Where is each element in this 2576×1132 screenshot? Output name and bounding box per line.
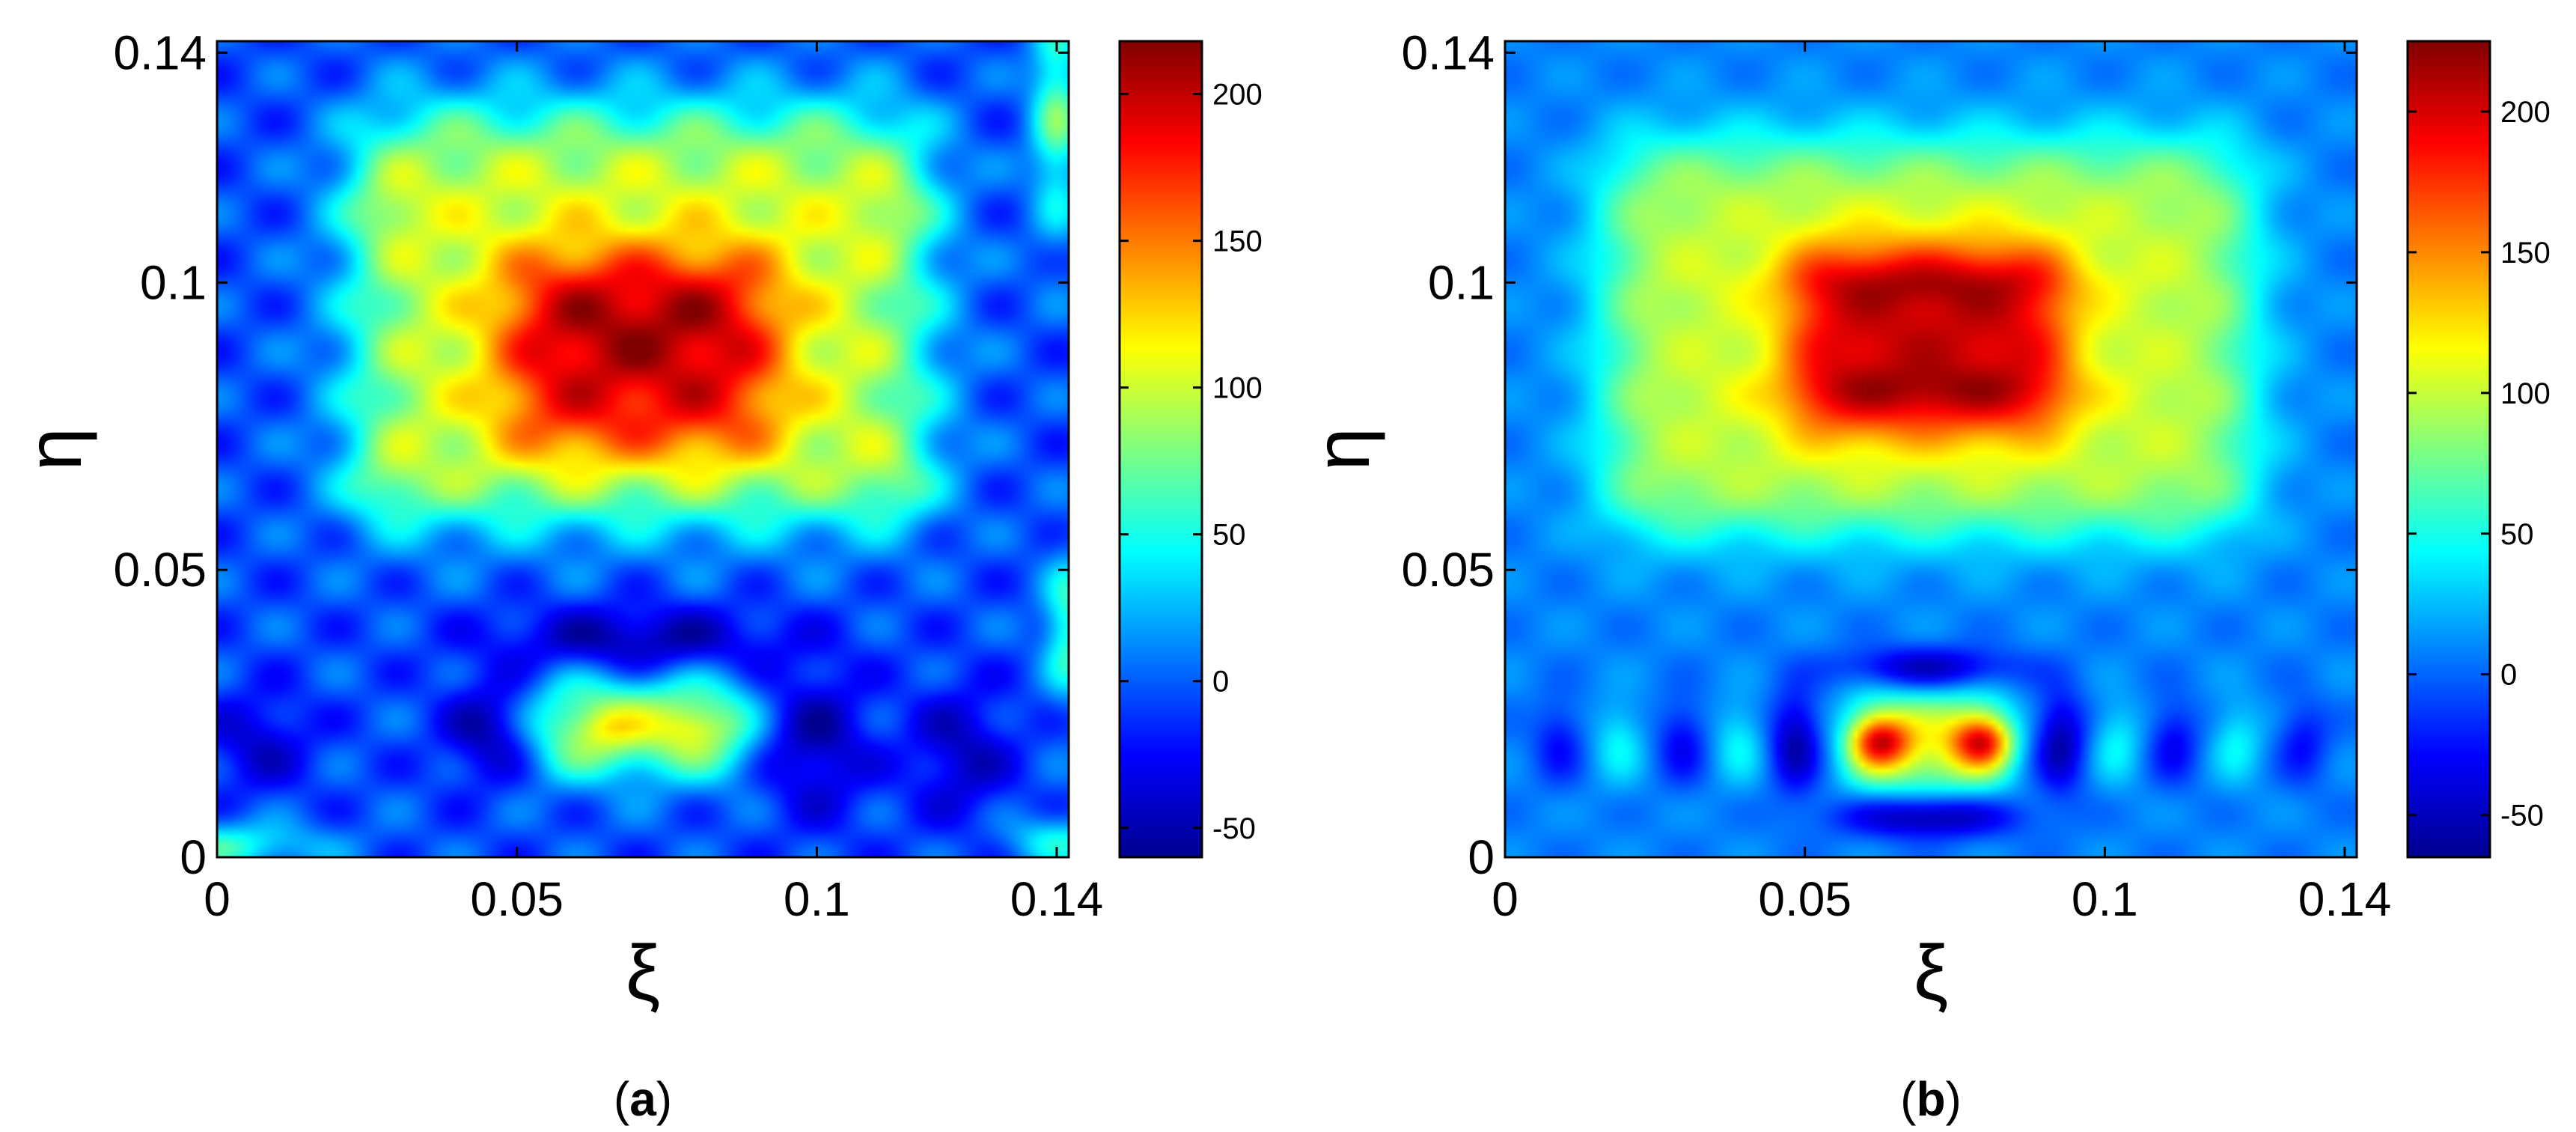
caption-close-paren: ) — [656, 1072, 672, 1126]
colorbar — [2408, 41, 2490, 857]
x-tick-label: 0.1 — [2072, 872, 2138, 926]
x-tick-label: 0.14 — [2298, 872, 2392, 926]
colorbar-tick-label: 0 — [2500, 659, 2517, 692]
x-axis-label: ξ — [1914, 930, 1949, 1017]
heatmap-image — [1505, 41, 2357, 857]
y-tick-label: 0.05 — [113, 543, 207, 597]
x-tick-label: 0.14 — [1010, 872, 1104, 926]
colorbar-tick-label: 50 — [1212, 519, 1246, 552]
y-tick-label: 0.1 — [1428, 255, 1495, 309]
colorbar-frame — [2406, 40, 2491, 859]
colorbar-tick-label: 150 — [1212, 225, 1263, 258]
plot-frame — [1504, 40, 2358, 859]
panel-a: 0 0.05 0.1 0.14 0 0.05 0.1 0.14 ξ η -50 0 50 100 150 20… — [11, 25, 1263, 1126]
panel-caption: (a) — [614, 1072, 672, 1126]
plot-frame — [216, 40, 1070, 859]
x-axis-label: ξ — [626, 930, 661, 1017]
caption-letter: b — [1916, 1072, 1945, 1126]
x-tick-label: 0.1 — [784, 872, 850, 926]
y-tick-label: 0.05 — [1401, 543, 1495, 597]
colorbar-tick-label: -50 — [2500, 800, 2544, 833]
colorbar-tick-label: 100 — [2500, 377, 2551, 410]
colorbar-tick-label: 200 — [2500, 96, 2551, 129]
x-tick-label: 0 — [204, 872, 231, 926]
y-tick-label: 0.14 — [113, 25, 207, 79]
colorbar-tick-label: -50 — [1212, 812, 1256, 845]
y-tick-label: 0 — [180, 830, 207, 884]
y-axis-label: η — [11, 427, 98, 471]
colorbar-tick-label: 100 — [1212, 372, 1263, 405]
colorbar-tick-label: 200 — [1212, 79, 1263, 112]
y-tick-label: 0 — [1468, 830, 1495, 884]
y-axis-label: η — [1299, 427, 1386, 471]
x-tick-label: 0.05 — [1758, 872, 1852, 926]
caption-open-paren: ( — [1900, 1072, 1916, 1126]
colorbar — [1120, 41, 1202, 857]
y-tick-label: 0.14 — [1401, 25, 1495, 79]
colorbar-tick-label: 0 — [1212, 666, 1229, 699]
caption-open-paren: ( — [614, 1072, 629, 1126]
heatmap-image — [217, 41, 1069, 857]
caption-letter: a — [629, 1072, 656, 1126]
x-tick-label: 0.05 — [470, 872, 564, 926]
colorbar-tick-label: 150 — [2500, 237, 2551, 270]
colorbar-tick-label: 50 — [2500, 518, 2534, 551]
y-tick-label: 0.1 — [140, 255, 207, 309]
panel-b: 0 0.05 0.1 0.14 0 0.05 0.1 0.14 ξ η -50 0 50 100 150 20… — [1299, 25, 2551, 1126]
colorbar-frame — [1118, 40, 1203, 859]
caption-close-paren: ) — [1946, 1072, 1962, 1126]
panel-caption: (b) — [1900, 1072, 1962, 1126]
x-tick-label: 0 — [1492, 872, 1519, 926]
